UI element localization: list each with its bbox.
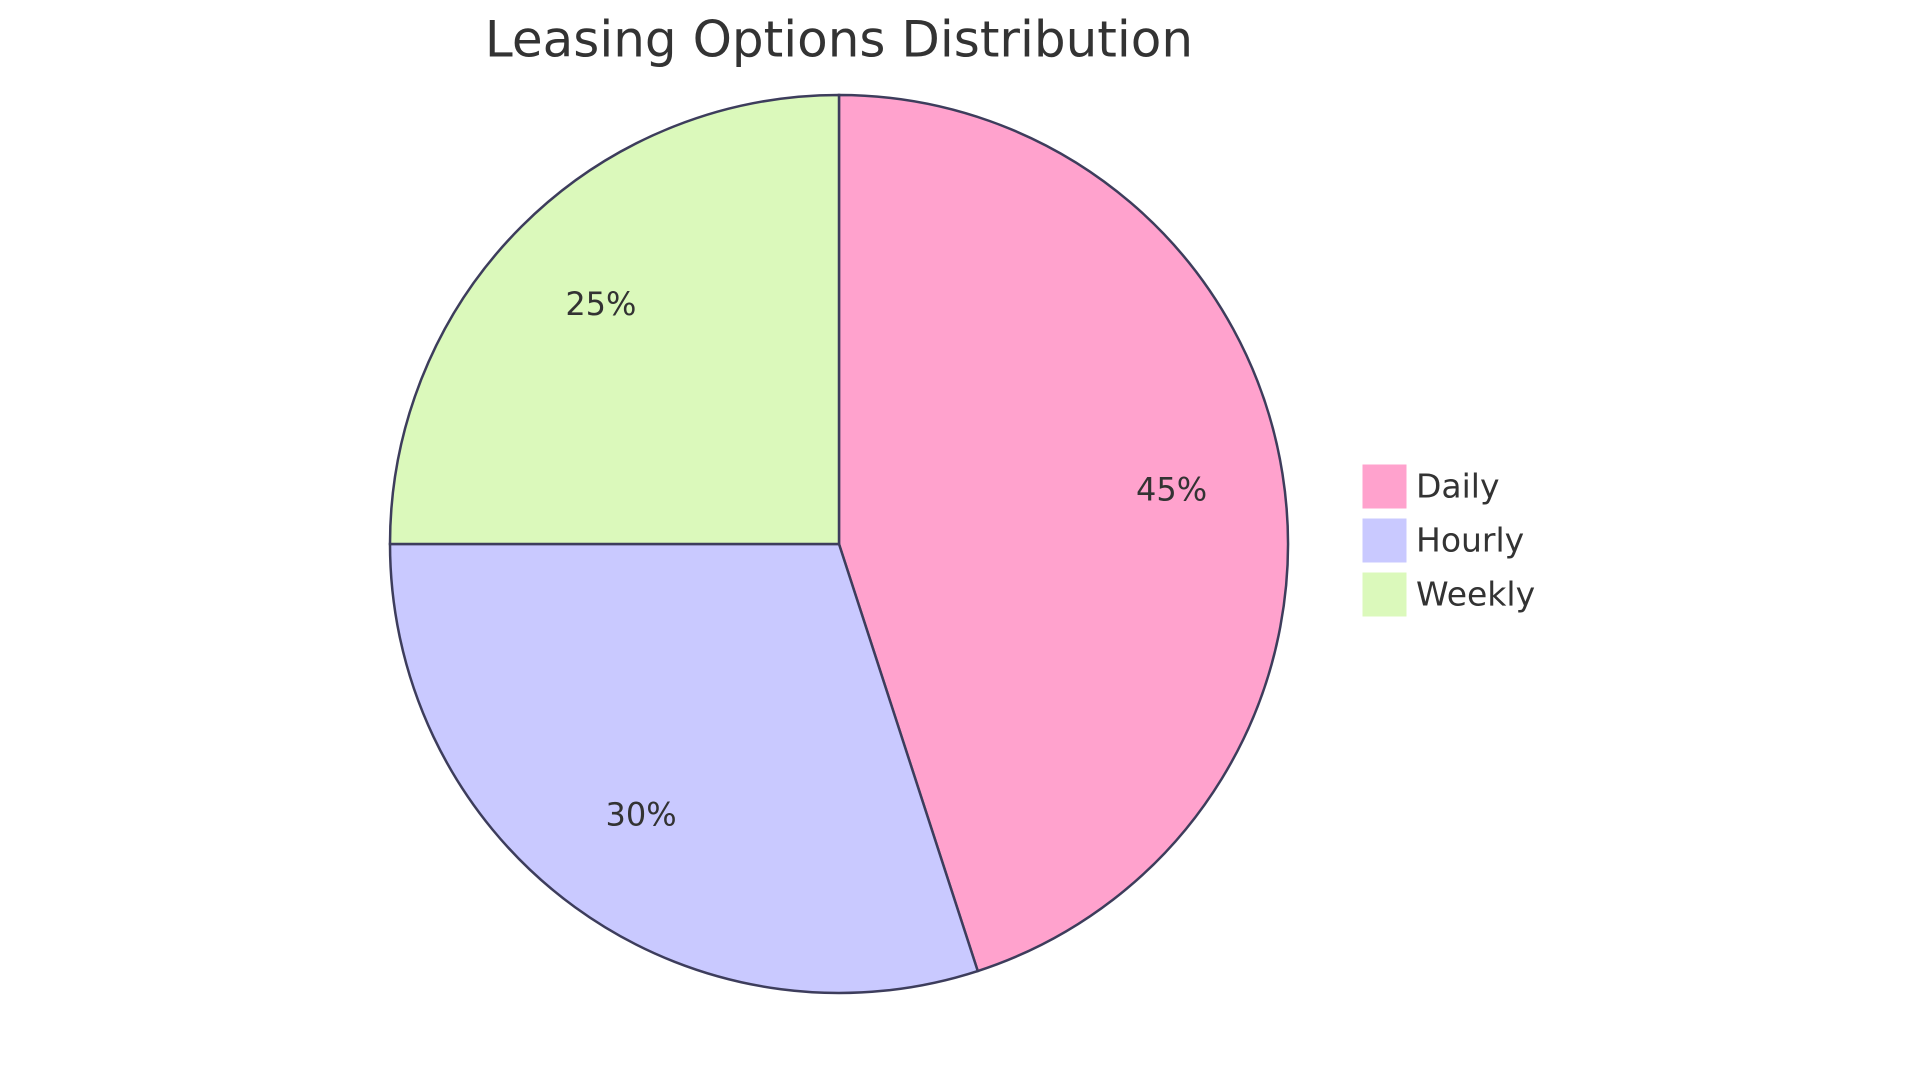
legend-swatch	[1361, 571, 1408, 618]
slice-labels: 45% 30% 25%	[565, 285, 1207, 834]
legend-swatch	[1361, 517, 1408, 564]
slice-label: 45%	[1136, 470, 1207, 508]
pie	[388, 93, 1290, 995]
slice-label: 25%	[565, 285, 636, 323]
pie-slice	[388, 93, 841, 546]
legend-swatch	[1361, 463, 1408, 510]
pie-slice	[837, 93, 1290, 973]
chart-title: Leasing Options Distribution	[485, 11, 1193, 69]
legend-label: Hourly	[1416, 521, 1524, 560]
legend-label: Daily	[1416, 467, 1500, 506]
pie-slice	[388, 542, 980, 995]
legend: Daily Hourly Weekly	[1361, 463, 1535, 618]
slice-label: 30%	[606, 795, 677, 833]
legend-label: Weekly	[1416, 575, 1535, 614]
